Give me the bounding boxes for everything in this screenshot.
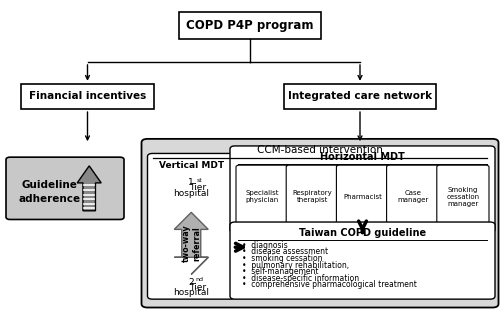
FancyBboxPatch shape [230, 222, 495, 299]
Text: hospital: hospital [174, 288, 209, 298]
FancyBboxPatch shape [148, 153, 235, 299]
Text: Horizontal MDT: Horizontal MDT [320, 152, 405, 162]
Text: two-way
referral: two-way referral [182, 224, 201, 262]
FancyBboxPatch shape [386, 165, 439, 228]
Text: Guideline: Guideline [22, 180, 78, 190]
Text: •  comprehensive pharmacological treatment: • comprehensive pharmacological treatmen… [242, 280, 418, 289]
Text: Vertical MDT: Vertical MDT [158, 161, 224, 170]
Polygon shape [77, 166, 101, 211]
Text: •  disease-specific information: • disease-specific information [242, 274, 360, 283]
Text: 2: 2 [188, 277, 194, 287]
Text: Taiwan COPD guideline: Taiwan COPD guideline [299, 228, 426, 238]
Text: Specialist
physician: Specialist physician [246, 190, 279, 203]
Text: Tier: Tier [188, 283, 206, 292]
FancyBboxPatch shape [142, 139, 498, 308]
Text: adherence: adherence [18, 194, 80, 204]
Text: CCM-based intervention: CCM-based intervention [257, 145, 383, 155]
Text: Smoking
cessation
manager: Smoking cessation manager [446, 187, 480, 207]
Text: Integrated care network: Integrated care network [288, 91, 432, 101]
Text: nd: nd [195, 277, 203, 282]
FancyBboxPatch shape [336, 165, 388, 228]
Text: •  disease assessment: • disease assessment [242, 247, 328, 256]
Text: Financial incentives: Financial incentives [29, 91, 146, 101]
Text: st: st [196, 178, 202, 183]
Bar [21, 84, 154, 109]
Text: COPD P4P program: COPD P4P program [186, 19, 314, 32]
Text: 1: 1 [188, 178, 194, 188]
FancyBboxPatch shape [437, 165, 489, 228]
Text: •  self-management: • self-management [242, 267, 319, 276]
Text: •  pulmonary rehabilitation,: • pulmonary rehabilitation, [242, 260, 350, 269]
Text: Respiratory
therapist: Respiratory therapist [292, 190, 332, 203]
FancyBboxPatch shape [286, 165, 339, 228]
Text: Pharmacist: Pharmacist [343, 194, 382, 200]
Text: •  diagnosis: • diagnosis [242, 241, 288, 250]
Polygon shape [174, 212, 208, 274]
FancyBboxPatch shape [6, 157, 124, 219]
FancyBboxPatch shape [230, 146, 495, 233]
Text: hospital: hospital [174, 189, 209, 198]
Text: Tier: Tier [188, 183, 206, 192]
FancyBboxPatch shape [236, 165, 288, 228]
Bar [284, 84, 436, 109]
Text: Case
manager: Case manager [397, 190, 428, 203]
Text: •  smoking cessation: • smoking cessation [242, 254, 323, 263]
Bar [179, 12, 322, 39]
